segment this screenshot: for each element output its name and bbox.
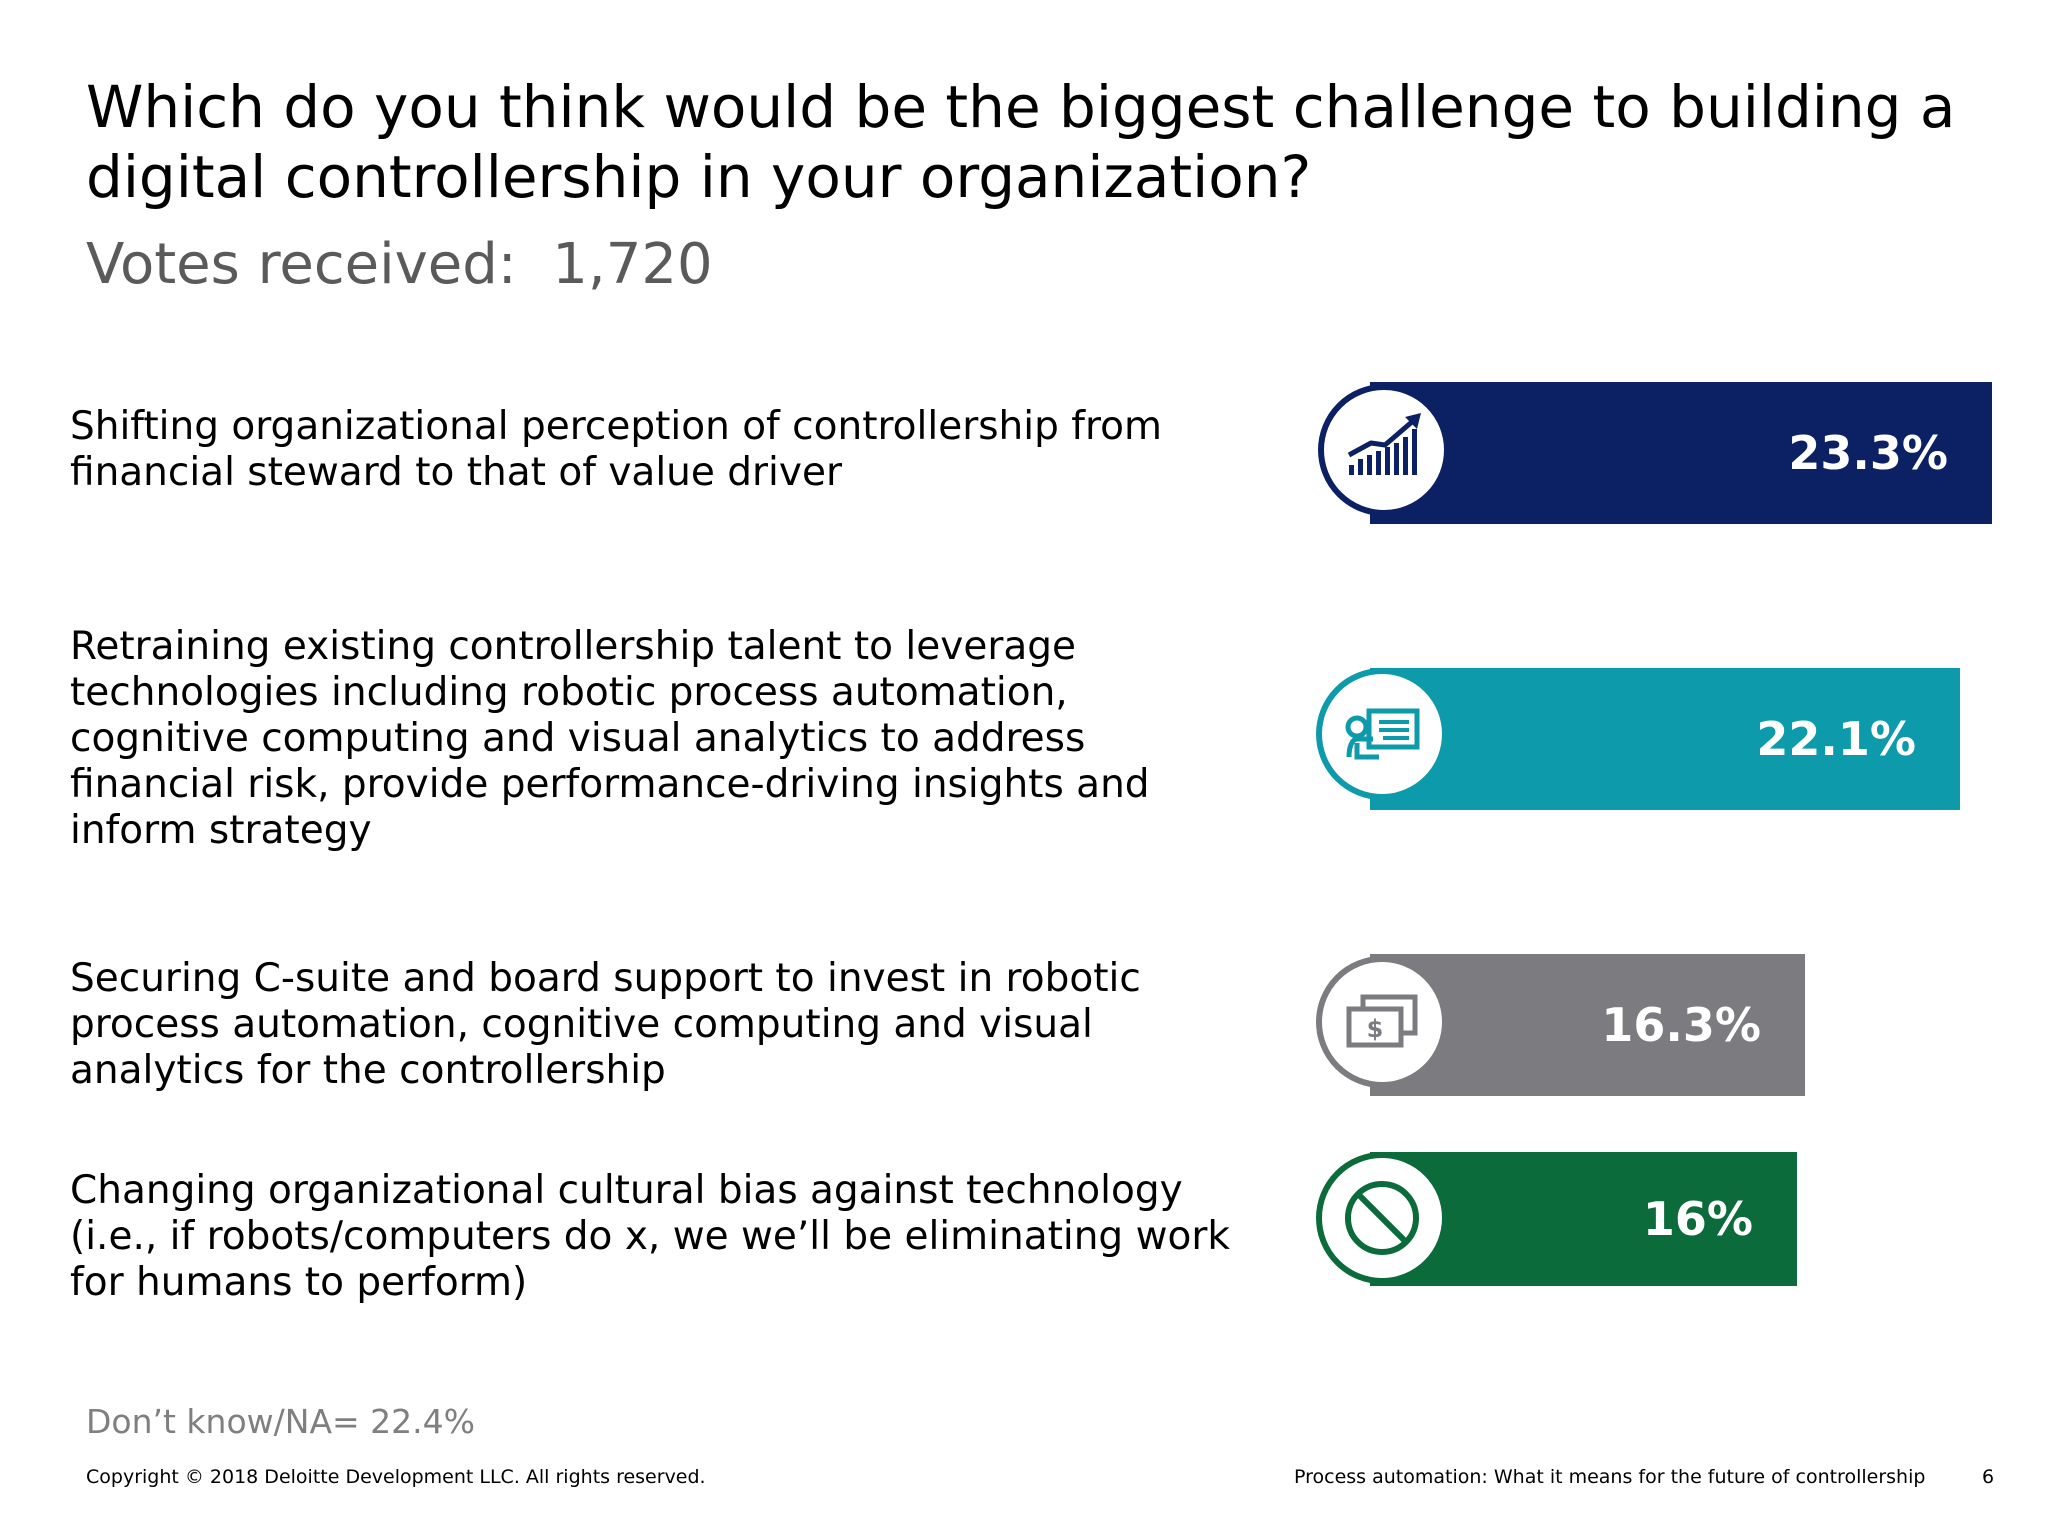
answer-label-4: Changing organizational cultural bias ag… [70,1168,1230,1305]
slide-title: Which do you think would be the biggest … [86,73,1956,211]
answer-label-2: Retraining existing controllership talen… [70,624,1150,853]
bar-2: 22.1% [1370,668,1960,810]
footer-page-number: 6 [1982,1466,1995,1488]
presentation-board-icon [1345,708,1420,760]
prohibited-icon [1345,1181,1419,1255]
badge-4 [1316,1152,1448,1284]
money-bills-icon: $ [1346,994,1418,1048]
bar-1: 23.3% [1370,382,1992,524]
votes-received: Votes received: 1,720 [86,232,713,297]
growth-chart-icon [1347,413,1421,475]
badge-3: $ [1316,956,1448,1088]
answer-label-3: Securing C-suite and board support to in… [70,956,1141,1093]
bar-value-1: 23.3% [1788,426,1948,480]
bar-value-2: 22.1% [1756,712,1916,766]
badge-2 [1316,668,1448,800]
bar-value-4: 16% [1642,1192,1753,1246]
dont-know-note: Don’t know/NA= 22.4% [86,1402,475,1441]
footer-deck-title: Process automation: What it means for th… [1294,1466,1926,1488]
footer-copyright: Copyright © 2018 Deloitte Development LL… [86,1466,706,1488]
svg-text:$: $ [1367,1015,1384,1043]
bar-value-3: 16.3% [1601,998,1761,1052]
badge-1 [1318,384,1450,516]
answer-label-1: Shifting organizational perception of co… [70,404,1163,495]
